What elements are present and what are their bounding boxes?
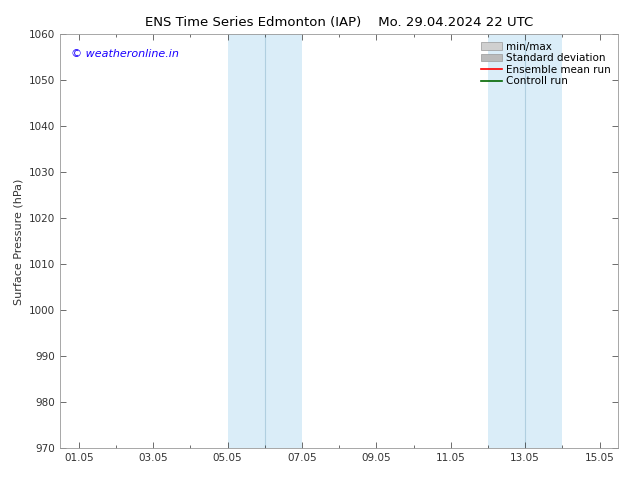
- Bar: [228, 34, 302, 448]
- Text: © weatheronline.in: © weatheronline.in: [72, 49, 179, 59]
- Y-axis label: Surface Pressure (hPa): Surface Pressure (hPa): [13, 178, 23, 304]
- Title: ENS Time Series Edmonton (IAP)    Mo. 29.04.2024 22 UTC: ENS Time Series Edmonton (IAP) Mo. 29.04…: [145, 16, 533, 29]
- Legend: min/max, Standard deviation, Ensemble mean run, Controll run: min/max, Standard deviation, Ensemble me…: [479, 40, 613, 88]
- Bar: [488, 34, 562, 448]
